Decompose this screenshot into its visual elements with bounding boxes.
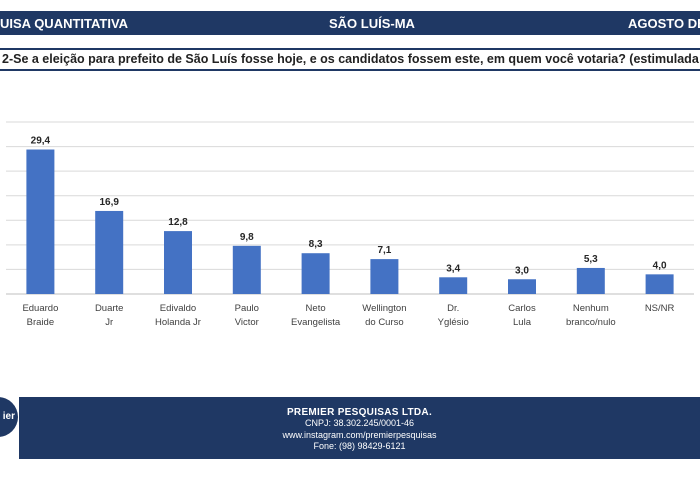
header-survey-type: UISA QUANTITATIVA bbox=[0, 16, 129, 31]
category-label: Paulo bbox=[235, 303, 259, 314]
category-label: Neto bbox=[306, 303, 326, 314]
bar bbox=[95, 210, 124, 294]
footer-band: PREMIER PESQUISAS LTDA. CNPJ: 38.302.245… bbox=[19, 397, 700, 459]
bar bbox=[508, 279, 536, 294]
category-label: Jr bbox=[105, 317, 113, 328]
category-label: Braide bbox=[27, 317, 54, 328]
bar-value-label: 8,3 bbox=[309, 239, 323, 250]
bar-value-label: 4,0 bbox=[653, 260, 667, 271]
chart-bars bbox=[26, 149, 674, 294]
footer-phone: Fone: (98) 98429-6121 bbox=[313, 441, 406, 451]
category-label: Nenhum bbox=[573, 303, 609, 314]
bar-value-label: 9,8 bbox=[240, 232, 254, 243]
category-label: Edivaldo bbox=[160, 303, 196, 314]
category-label: NS/NR bbox=[645, 303, 675, 314]
category-label: do Curso bbox=[365, 317, 404, 328]
bar bbox=[301, 253, 330, 294]
logo-text: ier bbox=[2, 411, 15, 422]
bar bbox=[164, 231, 192, 294]
bar bbox=[232, 245, 261, 294]
header-city: SÃO LUÍS-MA bbox=[329, 16, 415, 31]
header-bar: UISA QUANTITATIVA SÃO LUÍS-MA AGOSTO DE bbox=[0, 11, 700, 35]
bar-chart: 29,4 16,9 12,8 9,8 8,3 7,1 3,4 3,0 5,3 4,0 Eduard… bbox=[6, 121, 694, 328]
category-label: Victor bbox=[235, 317, 259, 328]
bar-value-label: 16,9 bbox=[99, 197, 119, 208]
category-label: Evangelista bbox=[291, 317, 341, 328]
bar bbox=[370, 259, 399, 294]
chart-category-labels: Eduardo Braide Duarte Jr Edivaldo Holanda Jr P… bbox=[22, 303, 674, 328]
category-label: Yglésio bbox=[438, 317, 469, 328]
bar bbox=[26, 149, 55, 294]
category-label: Eduardo bbox=[22, 303, 58, 314]
category-label: Duarte bbox=[95, 303, 124, 314]
bar bbox=[645, 274, 674, 294]
bar-value-label: 3,4 bbox=[446, 263, 460, 274]
question-text: 2-Se a eleição para prefeito de São Luís… bbox=[0, 48, 700, 71]
bar-value-label: 3,0 bbox=[515, 265, 529, 276]
category-label: Wellington bbox=[362, 303, 406, 314]
premier-logo: ier bbox=[0, 397, 18, 437]
category-label: Dr. bbox=[447, 303, 459, 314]
footer-cnpj: CNPJ: 38.302.245/0001-46 bbox=[304, 418, 415, 428]
footer-instagram: www.instagram.com/premierpesquisas bbox=[282, 429, 437, 440]
bar bbox=[439, 277, 468, 294]
bar-value-label: 12,8 bbox=[168, 217, 188, 228]
bar-value-label: 29,4 bbox=[31, 136, 51, 147]
category-label: Carlos bbox=[508, 303, 536, 314]
header-date: AGOSTO DE bbox=[628, 16, 700, 31]
bar-value-label: 7,1 bbox=[377, 245, 391, 256]
category-label: Lula bbox=[513, 317, 532, 328]
bar-value-label: 5,3 bbox=[584, 254, 598, 265]
category-label: Holanda Jr bbox=[155, 317, 201, 328]
bar bbox=[576, 267, 605, 294]
chart-value-labels: 29,4 16,9 12,8 9,8 8,3 7,1 3,4 3,0 5,3 4,0 bbox=[31, 136, 667, 277]
category-label: branco/nulo bbox=[566, 317, 616, 328]
footer-company: PREMIER PESQUISAS LTDA. bbox=[286, 407, 433, 418]
